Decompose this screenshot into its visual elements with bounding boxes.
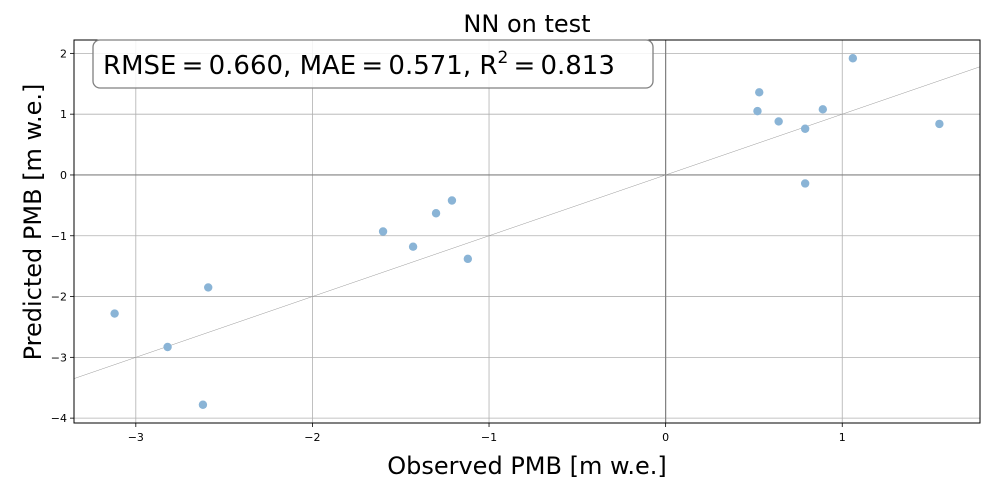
x-tick-label: −2 [304,431,320,444]
data-point [774,117,783,126]
metric-value: 0.660 [209,51,283,81]
y-axis-label: Predicted PMB [m w.e.] [19,84,47,361]
y-tick-label: −4 [51,412,67,425]
data-point [935,119,944,129]
data-point [408,242,418,251]
y-tick-label: 2 [60,47,67,60]
metric-label: R [479,51,497,81]
data-point [431,209,441,218]
data-point [198,400,208,409]
x-tick-label: −3 [128,431,144,444]
chart-title: NN on test [463,10,590,38]
data-point [800,179,810,188]
x-axis-ticks: −3 −2 −1 0 1 [128,423,846,444]
data-point [753,106,762,116]
y-tick-label: −2 [51,291,67,304]
metric-value: 0.813 [540,51,614,81]
data-point [818,105,828,114]
x-axis-label: Observed PMB [m w.e.] [387,452,667,480]
data-point [447,196,457,205]
metric-value: 0.571 [388,51,462,81]
data-point [378,227,388,236]
data-point [848,54,858,63]
metric-superscript: 2 [497,48,508,68]
metric-label: MAE [300,51,357,81]
zero-lines [74,40,980,423]
y-tick-label: 0 [60,169,67,182]
y-tick-label: 1 [60,108,67,121]
data-point [110,309,119,318]
one-to-one-line [73,66,981,379]
data-point [163,342,172,352]
data-point [755,88,764,97]
y-tick-label: −3 [51,351,67,364]
y-tick-label: −1 [51,230,67,243]
metrics-box: RMSE = 0.660, MAE = 0.571, R2 = 0.813 [92,39,654,89]
metrics-text: RMSE = 0.660, MAE = 0.571, R2 = 0.813 [103,48,615,81]
data-point [463,254,473,264]
grid [74,40,980,423]
data-point [204,283,213,292]
plot-frame [73,39,981,424]
data-point [800,124,810,133]
metrics-box-frame [92,39,654,89]
y-axis-ticks: −4 −3 −2 −1 0 1 2 [51,47,74,425]
x-tick-label: 0 [662,431,669,444]
identity-line [73,66,981,379]
metric-label: RMSE [103,51,176,81]
data-points [110,54,944,409]
x-tick-label: −1 [481,431,497,444]
x-tick-label: 1 [839,431,846,444]
